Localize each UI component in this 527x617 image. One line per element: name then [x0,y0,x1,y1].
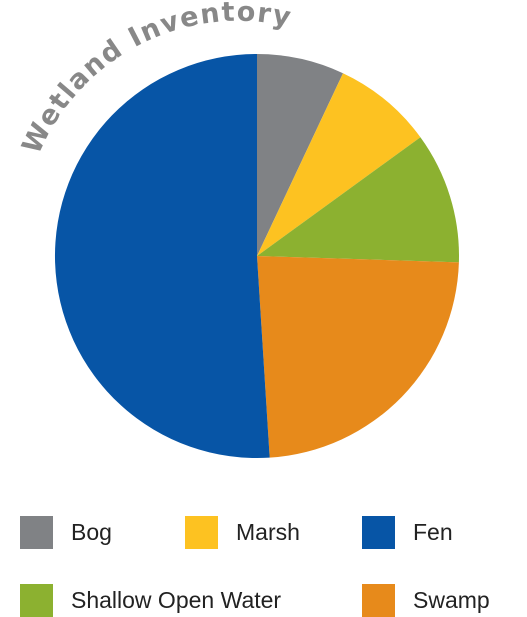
legend-swatch-fen [362,516,395,549]
pie-slices [54,54,459,458]
legend-item-bog: Bog [20,516,112,549]
pie-slice-swamp [257,256,459,458]
pie-slice-marsh [257,73,421,256]
legend-item-marsh: Marsh [185,516,300,549]
legend-item-shallow-open-water: Shallow Open Water [20,584,281,617]
legend-label-bog: Bog [71,519,112,545]
legend-label-fen: Fen [413,519,453,545]
legend-item-fen: Fen [362,516,453,549]
legend-swatch-shallow-open-water [20,584,53,617]
legend-swatch-swamp [362,584,395,617]
legend-swatch-bog [20,516,53,549]
legend-label-shallow-open-water: Shallow Open Water [71,587,282,613]
legend-label-marsh: Marsh [236,519,300,545]
pie-slice-shallow-open-water [257,137,459,263]
legend-swatch-marsh [185,516,218,549]
pie-slice-fen [54,54,270,458]
legend-label-swamp: Swamp [413,587,490,613]
pie-slice-bog [257,54,344,256]
legend-item-swamp: Swamp [362,584,490,617]
